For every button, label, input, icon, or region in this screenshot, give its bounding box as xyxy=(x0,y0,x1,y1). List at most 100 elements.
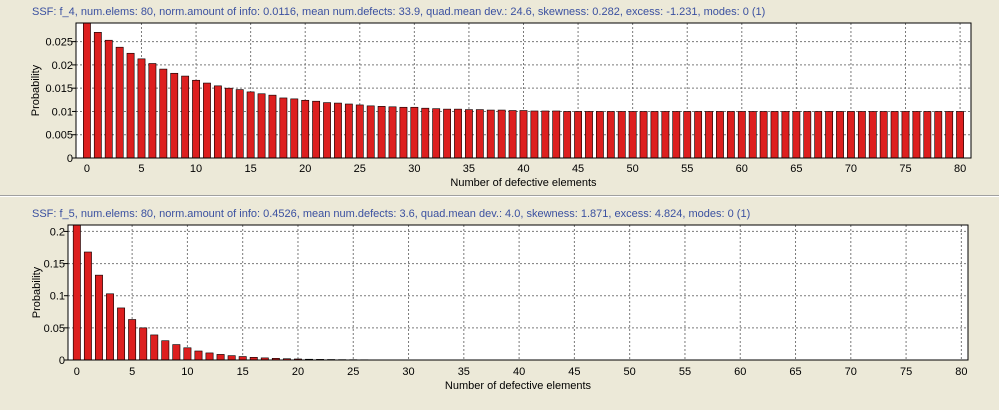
x-tick-label: 60 xyxy=(736,163,748,175)
bar xyxy=(879,111,888,159)
bar xyxy=(890,111,899,159)
bar xyxy=(83,251,92,361)
bar xyxy=(945,111,954,159)
bar xyxy=(716,111,724,159)
bar xyxy=(454,108,462,159)
bar xyxy=(83,22,91,159)
y-tick-label: 0.01 xyxy=(52,106,73,118)
bar xyxy=(137,58,146,159)
bar xyxy=(205,352,214,361)
y-tick-label: 0.005 xyxy=(45,130,73,142)
y-tick-label: 0.15 xyxy=(44,259,65,271)
bar xyxy=(377,106,386,159)
bar xyxy=(159,68,168,159)
probability-chart-1: 0 5 10 15 20 25 30 35 40 45 50 55 60 65 70 75 80 0 0.005 0.… xyxy=(30,22,972,189)
bar xyxy=(847,111,855,159)
y-axis-label: Probability xyxy=(30,64,42,116)
bar xyxy=(355,104,364,159)
bar xyxy=(912,111,921,159)
y-tick-label: 0.015 xyxy=(45,83,73,95)
x-tick-label: 5 xyxy=(138,163,144,175)
bar xyxy=(694,111,703,159)
bar xyxy=(106,293,114,361)
bar xyxy=(759,111,768,159)
bar xyxy=(781,111,790,159)
bar xyxy=(432,108,441,159)
bar xyxy=(95,274,103,361)
y-tick-label: 0 xyxy=(59,355,65,367)
bar xyxy=(606,111,615,159)
bar xyxy=(737,111,746,159)
bar xyxy=(628,111,637,159)
bar xyxy=(388,106,397,159)
x-tick-label: 10 xyxy=(190,163,202,175)
chart-header-2: SSF: f_5, num.elems: 80, norm.amount of … xyxy=(32,208,751,220)
x-tick-label: 35 xyxy=(463,163,475,175)
bar xyxy=(334,102,342,159)
bar xyxy=(672,111,681,159)
x-tick-label: 55 xyxy=(681,163,693,175)
x-tick-label: 40 xyxy=(517,163,529,175)
x-tick-label: 30 xyxy=(402,366,414,378)
x-axis-label: Number of defective elements xyxy=(445,380,592,392)
x-tick-label: 20 xyxy=(299,163,311,175)
bar xyxy=(93,32,102,159)
bar xyxy=(238,356,247,361)
bar xyxy=(235,89,244,159)
bar xyxy=(770,111,779,159)
x-tick-label: 55 xyxy=(679,366,691,378)
bar xyxy=(726,111,735,159)
bar xyxy=(126,52,135,159)
y-tick-label: 0.2 xyxy=(50,226,65,238)
bar xyxy=(465,109,473,159)
bar xyxy=(117,307,126,361)
plot-area xyxy=(68,225,968,360)
bar xyxy=(194,350,203,361)
bar xyxy=(868,111,877,159)
bar xyxy=(323,102,331,159)
bar xyxy=(150,334,159,361)
bar xyxy=(923,111,932,159)
y-axis-label: Probability xyxy=(31,266,43,318)
bar xyxy=(650,111,659,159)
bar xyxy=(705,111,713,159)
bar xyxy=(475,109,484,159)
x-tick-label: 45 xyxy=(568,366,580,378)
x-tick-label: 50 xyxy=(624,366,636,378)
probability-chart-2: 0 5 10 15 20 25 30 35 40 45 50 55 60 65 70 75 80 0 0.05 0.1… xyxy=(31,224,969,392)
bar xyxy=(224,87,233,159)
chart-panel-1: SSF: f_4, num.elems: 80, norm.amount of … xyxy=(0,0,999,190)
x-tick-label: 70 xyxy=(845,366,857,378)
x-tick-label: 75 xyxy=(899,163,911,175)
bar xyxy=(541,110,550,159)
bar xyxy=(836,111,844,159)
x-tick-label: 25 xyxy=(347,366,359,378)
x-tick-label: 45 xyxy=(572,163,584,175)
bar xyxy=(639,111,648,159)
bar xyxy=(227,355,236,361)
bar xyxy=(421,107,430,159)
x-tick-label: 35 xyxy=(458,366,470,378)
bar xyxy=(301,99,310,159)
bar xyxy=(172,344,181,361)
bar xyxy=(683,111,692,159)
x-tick-label: 65 xyxy=(789,366,801,378)
y-tick-label: 0.02 xyxy=(52,60,73,72)
y-tick-label: 0.05 xyxy=(44,323,65,335)
plot-border xyxy=(67,224,969,361)
bar xyxy=(115,46,124,159)
x-tick-label: 15 xyxy=(237,366,249,378)
bar xyxy=(72,224,81,361)
bar xyxy=(443,108,451,159)
x-tick-label: 80 xyxy=(954,163,966,175)
bar xyxy=(617,111,626,159)
x-tick-label: 5 xyxy=(129,366,135,378)
x-tick-label: 60 xyxy=(734,366,746,378)
bar xyxy=(161,340,170,361)
bar xyxy=(508,110,517,159)
bar xyxy=(585,111,593,159)
y-tick-label: 0.025 xyxy=(45,37,73,49)
bar xyxy=(183,347,192,361)
bar xyxy=(268,94,277,159)
panel-divider xyxy=(0,195,999,197)
